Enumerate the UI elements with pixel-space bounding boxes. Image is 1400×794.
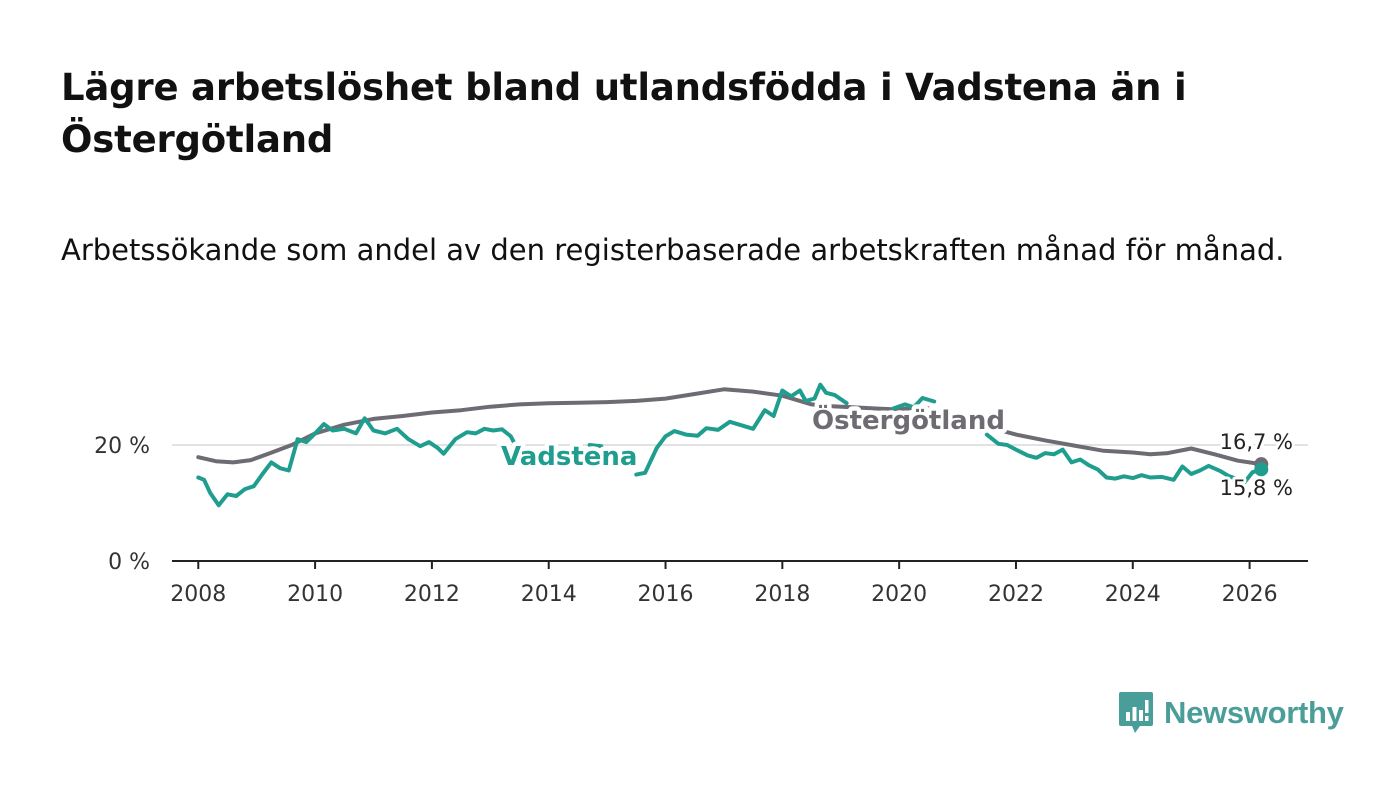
series-line-vadstena — [891, 396, 937, 411]
x-tick-label: 2016 — [638, 582, 694, 607]
series-label-vadstena: Vadstena — [501, 442, 637, 472]
series-line-ostergotland — [196, 387, 1264, 467]
series-line-vadstena — [196, 416, 522, 508]
logo-text: Newsworthy — [1164, 695, 1344, 730]
series-line-vadstena — [984, 432, 1264, 486]
chart-subtitle: Arbetssökande som andel av den registerb… — [61, 233, 1285, 267]
y-tick-label: 20 % — [94, 434, 150, 459]
end-label-ostergotland: 16,7 % — [1220, 430, 1293, 454]
series-line-vadstena — [587, 443, 604, 449]
y-tick-label: 0 % — [108, 550, 150, 575]
end-label-vadstena: 15,8 % — [1220, 476, 1293, 500]
x-tick-label: 2008 — [170, 582, 226, 607]
x-tick-label: 2020 — [871, 582, 927, 607]
x-tick-label: 2026 — [1222, 582, 1278, 607]
x-tick-label: 2012 — [404, 582, 460, 607]
endpoint-vadstena — [1254, 462, 1269, 477]
chart-title: Lägre arbetslöshet bland utlandsfödda i … — [61, 66, 1187, 161]
x-tick-label: 2018 — [754, 582, 810, 607]
x-tick-label: 2010 — [287, 582, 343, 607]
newsworthy-logo[interactable]: Newsworthy — [1118, 691, 1344, 735]
x-tick-label: 2022 — [988, 582, 1044, 607]
x-tick-label: 2014 — [521, 582, 577, 607]
series-line-vadstena — [634, 382, 849, 477]
x-tick-label: 2024 — [1105, 582, 1161, 607]
newsworthy-logo-icon — [1119, 692, 1153, 733]
series-label-ostergotland: Östergötland — [812, 403, 1005, 436]
